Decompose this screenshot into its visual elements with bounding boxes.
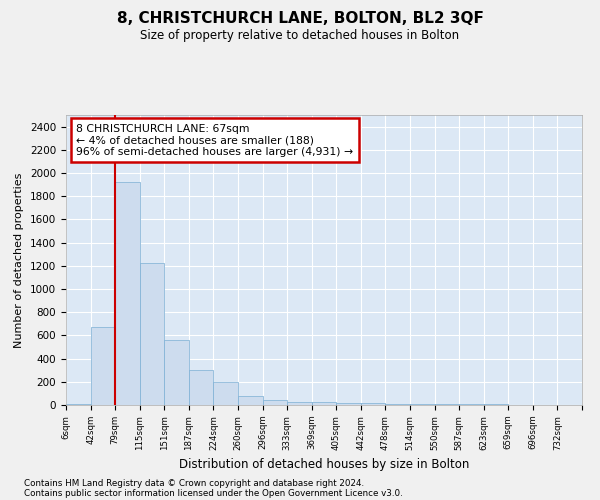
Bar [189,370,214,405]
Bar [459,404,484,405]
Y-axis label: Number of detached properties: Number of detached properties [14,172,25,348]
Bar [484,404,508,405]
Bar [164,340,189,405]
Bar [140,264,164,405]
Bar [115,182,140,405]
Bar [361,404,385,405]
Bar [91,328,115,405]
Bar [336,402,361,405]
Bar [263,400,287,405]
Bar [385,404,410,405]
Bar [214,382,238,405]
X-axis label: Distribution of detached houses by size in Bolton: Distribution of detached houses by size … [179,458,469,471]
Text: Contains public sector information licensed under the Open Government Licence v3: Contains public sector information licen… [24,488,403,498]
Text: 8 CHRISTCHURCH LANE: 67sqm
← 4% of detached houses are smaller (188)
96% of semi: 8 CHRISTCHURCH LANE: 67sqm ← 4% of detac… [76,124,353,157]
Bar [287,402,312,405]
Bar [434,404,459,405]
Text: Size of property relative to detached houses in Bolton: Size of property relative to detached ho… [140,29,460,42]
Bar [312,402,336,405]
Text: 8, CHRISTCHURCH LANE, BOLTON, BL2 3QF: 8, CHRISTCHURCH LANE, BOLTON, BL2 3QF [116,11,484,26]
Text: Contains HM Land Registry data © Crown copyright and database right 2024.: Contains HM Land Registry data © Crown c… [24,478,364,488]
Bar [410,404,434,405]
Bar [238,396,263,405]
Bar [66,404,91,405]
